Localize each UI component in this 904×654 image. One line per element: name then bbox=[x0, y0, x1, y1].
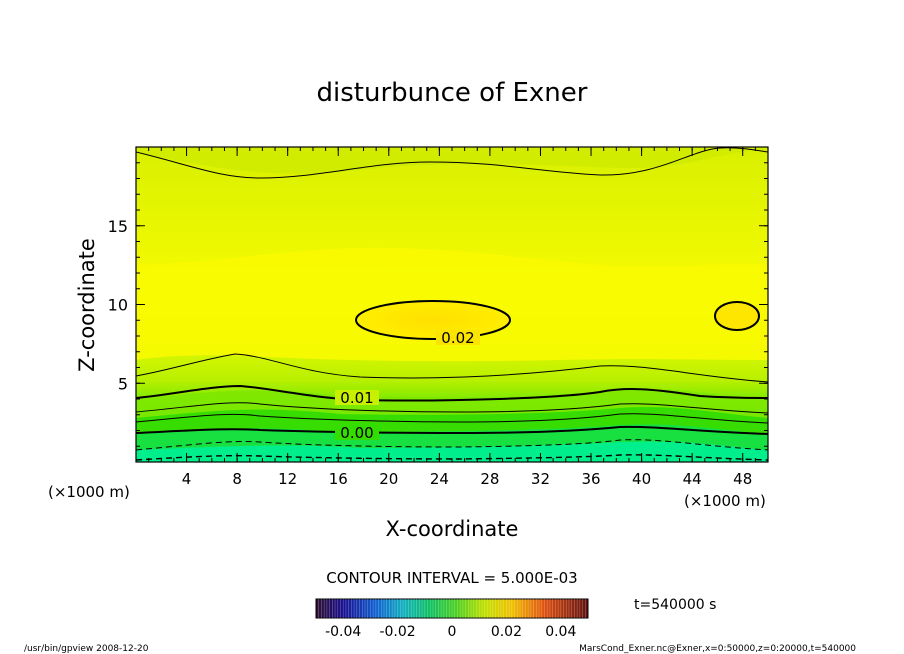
colorbar: -0.04 -0.02 0 0.02 0.04 bbox=[315, 598, 589, 640]
y-axis: 5 10 15 bbox=[108, 162, 768, 447]
x-unit-right: (×1000 m) bbox=[684, 492, 766, 510]
x-tick-label: 16 bbox=[329, 470, 348, 488]
x-tick-label: 12 bbox=[278, 470, 297, 488]
x-tick-label: 28 bbox=[480, 470, 499, 488]
y-tick-label: 5 bbox=[118, 374, 128, 393]
y-tick-label: 10 bbox=[108, 296, 128, 315]
x-tick-label: 48 bbox=[733, 470, 752, 488]
contour-label-001: 0.01 bbox=[340, 389, 373, 407]
x-tick-label: 8 bbox=[232, 470, 242, 488]
x-tick-label: 44 bbox=[683, 470, 702, 488]
x-tick-label: 4 bbox=[182, 470, 192, 488]
footer-right: MarsCond_Exner.nc@Exner,x=0:50000,z=0:20… bbox=[579, 644, 856, 654]
x-unit-left: (×1000 m) bbox=[48, 483, 130, 501]
contour-fill bbox=[136, 147, 768, 462]
x-axis-label: X-coordinate bbox=[386, 517, 519, 541]
x-tick-label: 32 bbox=[531, 470, 550, 488]
x-axis: 4 8 12 16 20 24 28 32 36 40 44 48 bbox=[148, 147, 756, 488]
x-tick-label: 20 bbox=[379, 470, 398, 488]
time-label: t=540000 s bbox=[634, 597, 716, 613]
colorbar-tick-label: 0.04 bbox=[545, 624, 576, 640]
contour-labels: 0.02 0.01 0.00 bbox=[335, 329, 480, 442]
y-tick-label: 15 bbox=[108, 217, 128, 236]
contour-label-000: 0.00 bbox=[340, 424, 373, 442]
colorbar-tick-label: -0.04 bbox=[325, 624, 361, 640]
x-tick-label: 24 bbox=[430, 470, 449, 488]
colorbar-tick-label: -0.02 bbox=[379, 624, 415, 640]
contour-lines bbox=[136, 147, 768, 461]
contour-label-002: 0.02 bbox=[441, 329, 474, 347]
footer-left: /usr/bin/gpview 2008-12-20 bbox=[24, 644, 149, 654]
colorbar-tick-label: 0.02 bbox=[491, 624, 522, 640]
x-tick-label: 40 bbox=[632, 470, 651, 488]
colorbar-tick-label: 0 bbox=[448, 624, 457, 640]
x-tick-label: 36 bbox=[581, 470, 600, 488]
y-axis-label: Z-coordinate bbox=[75, 238, 99, 372]
contour-interval: CONTOUR INTERVAL = 5.000E-03 bbox=[326, 569, 577, 587]
chart-title: disturbunce of Exner bbox=[317, 78, 588, 108]
